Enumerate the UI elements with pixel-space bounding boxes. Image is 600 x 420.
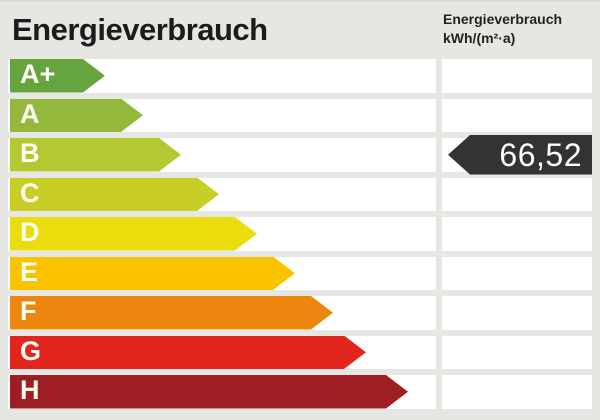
scale-row: H — [8, 375, 592, 409]
scale-row: A — [8, 98, 592, 133]
header: Energieverbrauch — [0, 2, 600, 57]
grade-letter: F — [20, 296, 37, 327]
grade-letter: A — [20, 98, 40, 129]
scale-row: A+ — [8, 59, 592, 93]
scale-cell: B — [8, 138, 436, 172]
scale-row: D — [8, 217, 592, 251]
scale-rows: A+ A B — [8, 59, 592, 409]
scale-row: E — [8, 256, 592, 291]
value-cell — [442, 177, 592, 211]
grade-letter: C — [20, 177, 40, 208]
value-cell: 66,52 — [442, 135, 592, 175]
value-cell — [442, 59, 592, 93]
grade-arrow: D — [10, 217, 257, 251]
value-cell — [442, 296, 592, 330]
unit-header-unit: kWh/(m²·a) — [443, 30, 516, 46]
grade-arrow: A+ — [10, 59, 105, 93]
scale-row: G — [8, 335, 592, 370]
scale-row: B 66,52 — [8, 135, 592, 175]
scale-row: C — [8, 177, 592, 212]
scale-cell: C — [8, 177, 436, 212]
value-marker: 66,52 — [448, 135, 592, 175]
grade-arrow: G — [10, 336, 366, 370]
scale-cell: G — [8, 335, 436, 370]
grade-letter: A+ — [20, 59, 56, 90]
value-cell — [442, 98, 592, 132]
value-cell — [442, 217, 592, 251]
value-cell — [442, 375, 592, 409]
scale-row: F — [8, 296, 592, 330]
grade-letter: H — [20, 375, 40, 406]
grade-arrow: B — [10, 138, 181, 172]
scale-cell: D — [8, 217, 436, 251]
grade-letter: D — [20, 217, 40, 248]
page-title: Energieverbrauch — [12, 12, 268, 47]
value-cell — [442, 335, 592, 369]
grade-arrow: F — [10, 296, 333, 330]
scale-cell: A+ — [8, 59, 436, 93]
scale-cell: A — [8, 98, 436, 133]
grade-arrow: C — [10, 178, 219, 212]
scale-cell: F — [8, 296, 436, 330]
grade-arrow: E — [10, 257, 295, 291]
grade-arrow: A — [10, 99, 143, 133]
unit-header: Energieverbrauch kWh/(m²·a) — [443, 10, 593, 48]
unit-header-title: Energieverbrauch — [443, 11, 563, 27]
scale-cell: E — [8, 256, 436, 291]
scale-cell: H — [8, 375, 436, 409]
grade-letter: G — [20, 335, 42, 366]
grade-letter: E — [20, 256, 39, 287]
value-cell — [442, 256, 592, 290]
grade-arrow: H — [10, 375, 408, 409]
marker-value: 66,52 — [499, 136, 582, 173]
grade-letter: B — [20, 138, 40, 169]
